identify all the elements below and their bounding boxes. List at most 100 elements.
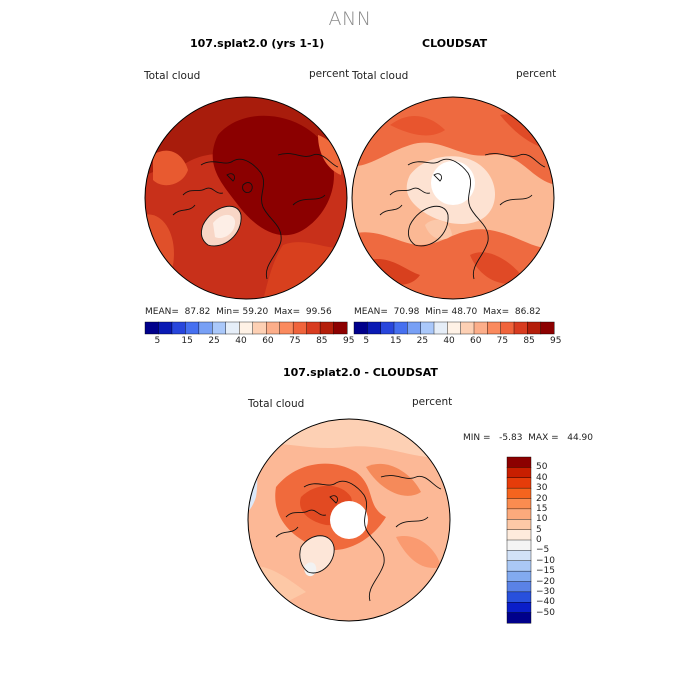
panel-2-min-label: Min= [425, 307, 449, 317]
panel-2-colorbar-swatch [487, 321, 502, 335]
panel-1-min-value: 59.20 [242, 307, 269, 317]
panel-2-colorbar-swatch [527, 321, 542, 335]
panel-2-min-value: 48.70 [451, 307, 478, 317]
panel-2-colorbar-tick-label: 60 [470, 336, 482, 346]
panel-1-colorbar-swatch [252, 321, 267, 335]
panel-3-colorbar-swatch [506, 612, 532, 624]
panel-3-colorbar-swatch [506, 467, 532, 479]
panel-3-colorbar-swatch [506, 560, 532, 572]
panel-2-colorbar-swatch [540, 321, 555, 335]
panel-2-variable-label: Total cloud [352, 70, 409, 82]
panel-1-colorbar-tick-label: 25 [208, 336, 220, 346]
panel-1-title: 107.splat2.0 (yrs 1-1) [190, 37, 325, 50]
panel-2-max-label: Max= [483, 307, 510, 317]
panel-3-colorbar-tick-label: 0 [536, 535, 542, 545]
panel-1-mean-label: MEAN= [145, 307, 179, 317]
panel-1-colorbar-swatch [333, 321, 348, 335]
panel-3-units-label: percent [412, 396, 453, 408]
panel-3-colorbar-tick-label: −50 [536, 607, 555, 618]
panel-2-colorbar-swatch [380, 321, 395, 335]
panel-2-colorbar-swatch [353, 321, 368, 335]
panel-3-colorbar-swatch [506, 477, 532, 489]
panel-2-colorbar-ticks: 5 15 25 40 60 75 85 95 [354, 336, 561, 348]
panel-3-variable-label: Total cloud [248, 398, 305, 410]
panel-1-colorbar-swatch [171, 321, 186, 335]
panel-1-colorbar-swatch [225, 321, 240, 335]
panel-3-colorbar-swatch [506, 550, 532, 562]
panel-3-colorbar-tick-label: −40 [536, 597, 555, 608]
panel-1-colorbar-swatch [239, 321, 254, 335]
panel-1-colorbar-swatch [212, 321, 227, 335]
panel-2-colorbar-tick-label: 25 [416, 336, 429, 346]
panel-2-colorbar-tick-label: 95 [550, 336, 562, 346]
panel-2-colorbar-tick-label: 40 [443, 336, 455, 346]
panel-2-map [351, 96, 555, 300]
page-title: ANN [328, 8, 372, 30]
panel-2-colorbar-swatch [473, 321, 488, 335]
panel-3-colorbar-tick-label: −5 [536, 545, 550, 556]
panel-2-max-value: 86.82 [514, 307, 541, 317]
panel-1-colorbar-tick-label: 15 [181, 336, 193, 346]
panel-1-colorbar-swatch [306, 321, 321, 335]
panel-2-colorbar-swatch [393, 321, 408, 335]
panel-3-colorbar-tick-label: 10 [536, 514, 548, 525]
panel-1-colorbar-tick-label: 85 [316, 336, 328, 346]
panel-1-colorbar-swatch [198, 321, 213, 335]
panel-3-colorbar-swatch [506, 487, 532, 500]
panel-1-colorbar [144, 321, 348, 335]
panel-3-colorbar-tick-label: −30 [536, 586, 555, 597]
panel-3-colorbar-tick-label: 20 [536, 493, 548, 504]
panel-1-colorbar-swatch [265, 321, 281, 335]
panel-1-colorbar-tick-label: 75 [289, 336, 301, 346]
panel-2-colorbar [353, 321, 555, 335]
panel-3-colorbar-swatch [506, 591, 532, 603]
panel-3-colorbar-swatch [506, 456, 532, 468]
panel-3-stats: MIN = -5.83 MAX = 44.90 [463, 433, 593, 443]
panel-3-title: 107.splat2.0 - CLOUDSAT [283, 366, 438, 379]
panel-1-map [144, 96, 348, 300]
panel-2-colorbar-swatch [420, 321, 435, 335]
panel-2-colorbar-swatch [513, 321, 528, 335]
panel-1-colorbar-tick-label: 95 [343, 336, 355, 346]
panel-1-variable-label: Total cloud [144, 70, 201, 82]
panel-2-colorbar-swatch [433, 321, 448, 335]
panel-1-colorbar-swatch [279, 321, 294, 335]
panel-2-mean-label: MEAN= [354, 307, 388, 317]
panel-3-colorbar-tick-label: 50 [536, 462, 548, 473]
panel-3-colorbar-ticks: 50 40 30 20 15 10 5 0 −5 −10 −15 −20 −30 −40 −50 [536, 457, 576, 623]
panel-2-units-label: percent [516, 68, 557, 80]
panel-2-mean-value: 70.98 [393, 307, 420, 317]
panel-3-colorbar-tick-label: −15 [536, 566, 555, 577]
panel-3-colorbar-tick-label: −10 [536, 555, 555, 566]
panel-2-colorbar-swatch [500, 321, 515, 335]
panel-3-colorbar-swatch [506, 570, 532, 583]
panel-3-colorbar-tick-label: 40 [536, 472, 548, 483]
panel-3-colorbar-tick-label: 15 [536, 503, 548, 514]
panel-1-max-value: 99.56 [305, 307, 332, 317]
panel-3-colorbar-swatch [506, 498, 532, 510]
panel-2-colorbar-swatch [447, 321, 462, 335]
panel-2-colorbar-tick-label: 15 [390, 336, 402, 346]
panel-1-colorbar-swatch [292, 321, 308, 335]
panel-1-colorbar-tick-label: 40 [235, 336, 247, 346]
panel-2-colorbar-swatch [367, 321, 382, 335]
panel-1-colorbar-tick-label: 60 [262, 336, 274, 346]
panel-1-units-label: percent [309, 68, 350, 80]
panel-1-min-label: Min= [216, 307, 240, 317]
panel-1-colorbar-swatch [319, 321, 335, 335]
panel-2-colorbar-tick-label: 75 [496, 336, 509, 346]
panel-1-max-label: Max= [274, 307, 301, 317]
panel-1-colorbar-swatch [158, 321, 173, 335]
panel-3-colorbar-swatch [506, 519, 532, 531]
panel-3-map [247, 418, 451, 622]
panel-3-colorbar-swatch [506, 602, 532, 614]
panel-2-title: CLOUDSAT [422, 37, 488, 50]
panel-3-colorbar-swatch [506, 508, 532, 520]
panel-3-colorbar-tick-label: 5 [536, 524, 542, 535]
panel-1-stats: MEAN= 87.82 Min= 59.20 Max= 99.56 [145, 307, 332, 317]
panel-2-colorbar-tick-label: 85 [523, 336, 535, 346]
panel-2-colorbar-swatch [460, 321, 475, 335]
panel-3-colorbar-swatch [506, 529, 532, 541]
panel-2-colorbar-swatch [407, 321, 422, 335]
panel-3-colorbar [506, 456, 532, 624]
